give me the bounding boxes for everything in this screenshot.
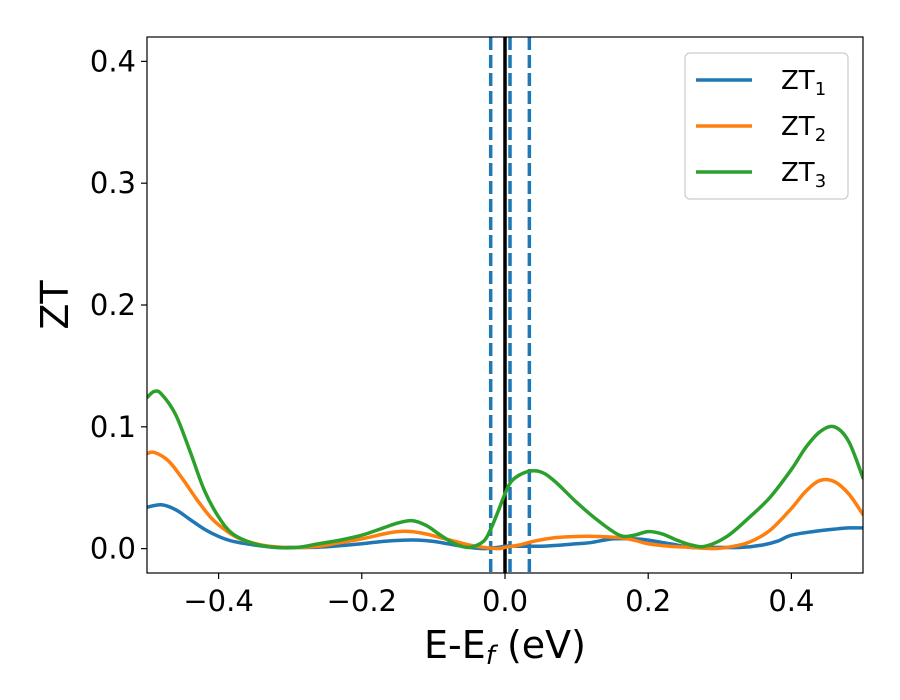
x-tick-label: 0.0 [482, 584, 528, 618]
y-tick-label: 0.4 [90, 44, 136, 78]
series-line-zt3 [147, 389, 863, 550]
y-axis-label: ZT [33, 280, 77, 330]
legend-label-zt3: ZT3 [781, 158, 826, 192]
y-tick-label: 0.0 [90, 532, 136, 566]
y-tick-label: 0.2 [90, 288, 136, 322]
x-tick-label: 0.4 [768, 584, 814, 618]
x-axis-label: E-Ef (eV) [424, 623, 586, 671]
legend-label-zt2: ZT2 [781, 112, 826, 146]
y-tick-label: 0.1 [90, 410, 136, 444]
y-axis: 0.0 0.1 0.2 0.3 0.4 [90, 44, 147, 566]
legend: ZT1 ZT2 ZT3 [684, 52, 849, 200]
x-tick-label: −0.4 [183, 584, 253, 618]
reference-lines [488, 37, 532, 573]
x-tick-label: 0.2 [625, 584, 671, 618]
x-axis: −0.4 −0.2 0.0 0.2 0.4 [183, 573, 814, 618]
legend-label-zt1: ZT1 [781, 66, 826, 100]
x-tick-label: −0.2 [327, 584, 397, 618]
legend-box [684, 52, 849, 200]
series-lines [147, 389, 863, 551]
y-tick-label: 0.3 [90, 166, 136, 200]
